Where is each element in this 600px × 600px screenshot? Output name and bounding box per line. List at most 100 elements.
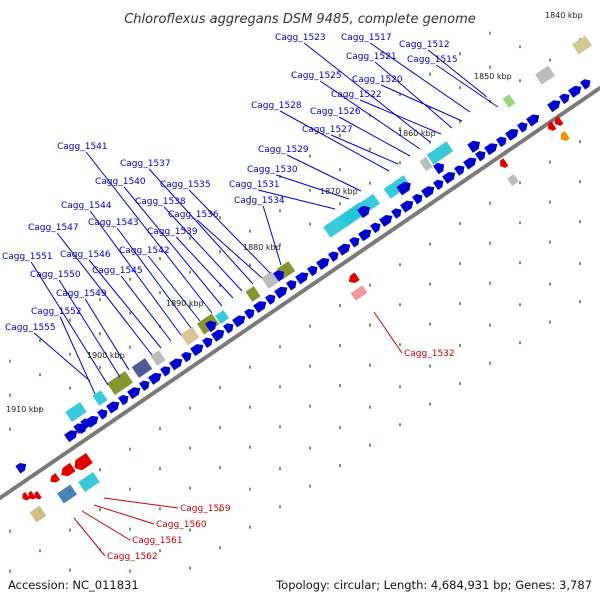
gene-arrow-shape: [547, 100, 561, 113]
forward-gene-arrow: [97, 409, 108, 420]
forward-gene-arrow: [396, 181, 411, 196]
gene-label: Cagg_1549: [56, 289, 107, 299]
gene-label: Cagg_1515: [407, 55, 458, 65]
gene-arrow-shape: [97, 409, 108, 420]
gene-arrow-shape: [484, 143, 498, 156]
gene-arrow-shape: [61, 462, 76, 477]
forward-gene-arrow: [337, 243, 351, 256]
gene-leader-line: [286, 154, 362, 192]
accession-text: Accession: NC_011831: [8, 578, 139, 592]
forward-gene-arrow: [412, 194, 423, 205]
forward-gene-arrow: [148, 372, 162, 385]
gene-leader-line: [56, 232, 153, 356]
forward-gene-arrow: [223, 323, 234, 334]
gene-label: Cagg_1517: [341, 33, 392, 43]
forward-gene-arrow: [118, 394, 129, 406]
gene-arrow-shape: [357, 205, 370, 219]
gene-arrow-shape: [337, 243, 351, 256]
forward-gene-arrow: [244, 308, 255, 320]
feature-block: [215, 310, 229, 324]
gene-leader-line: [196, 219, 263, 279]
gene-arrow-shape: [496, 136, 507, 148]
gene-arrow-shape: [433, 179, 444, 191]
forward-gene-arrow: [475, 150, 486, 162]
forward-gene-arrow: [505, 128, 519, 141]
gene-label: Cagg_1534: [234, 196, 285, 206]
reverse-gene-arrow: [548, 121, 557, 131]
reverse-gene-arrow: [560, 131, 570, 141]
forward-gene-arrow: [169, 358, 183, 371]
gene-arrow-shape: [433, 162, 445, 175]
gene-arrow-shape: [467, 140, 480, 153]
gene-arrow-shape: [391, 208, 402, 219]
gene-leader-line: [262, 205, 282, 266]
feature-block-shape: [106, 371, 134, 395]
feature-block-shape: [92, 390, 108, 406]
forward-gene-arrow: [421, 186, 435, 199]
forward-gene-arrow: [370, 222, 381, 234]
reverse-gene-arrow: [74, 452, 93, 471]
gene-label: Cagg_1527: [302, 125, 353, 135]
forward-gene-arrow: [202, 337, 213, 348]
map-title: Chloroflexus aggregans DSM 9485, complet…: [124, 12, 476, 27]
gene-leader-line: [427, 49, 488, 98]
label-leader-lines: [30, 42, 499, 557]
gene-leader-line: [58, 279, 121, 378]
gene-arrow-shape: [370, 222, 381, 234]
gene-arrow-shape: [295, 272, 309, 285]
gene-arrow-shape: [548, 121, 557, 131]
gene-leader-line: [374, 61, 453, 129]
gene-leader-line: [175, 236, 234, 299]
gene-label: Cagg_1559: [180, 504, 231, 514]
gene-leader-line: [380, 84, 463, 122]
gene-arrow-shape: [379, 214, 393, 227]
forward-gene-arrow: [349, 237, 360, 248]
forward-gene-arrow: [568, 85, 582, 98]
genome-summary-text: Topology: circular; Length: 4,684,931 bp…: [276, 578, 592, 592]
gene-leader-line: [319, 80, 421, 150]
gene-arrow-shape: [500, 158, 509, 168]
gene-leader-line: [89, 210, 182, 336]
forward-gene-arrow: [580, 79, 591, 90]
gene-label: Cagg_1525: [291, 71, 342, 81]
feature-block: [507, 174, 519, 186]
gene-arrow-shape: [148, 372, 162, 385]
feature-block: [106, 371, 134, 395]
gene-arrow-shape: [274, 286, 288, 299]
scale-labels: 1840 kbp 1850 kbp 1860 kbp 1870 kbp 1880 kbp…: [6, 11, 583, 414]
feature-block-shape: [350, 285, 368, 301]
forward-gene-arrow: [273, 270, 285, 282]
feature-block: [29, 505, 47, 523]
forward-gene-arrow: [517, 122, 528, 133]
gene-label: Cagg_1539: [147, 227, 198, 237]
gene-leader-line: [93, 504, 155, 525]
feature-block-shape: [57, 484, 77, 504]
gene-arrow-shape: [400, 200, 414, 213]
scale-label: 1910 kbp: [6, 405, 44, 414]
feature-block: [572, 35, 592, 55]
forward-gene-arrow: [265, 294, 276, 305]
scale-label: 1860 kbp: [398, 129, 436, 138]
gene-arrow-shape: [190, 344, 204, 357]
gene-arrow-shape: [463, 157, 477, 170]
gene-leader-line: [116, 227, 192, 329]
gene-arrow-shape: [74, 452, 93, 471]
feature-block: [419, 156, 433, 172]
feature-block-shape: [29, 505, 47, 523]
gene-arrow-shape: [475, 150, 486, 162]
forward-gene-arrow: [64, 430, 78, 443]
gene-leader-line: [33, 332, 91, 382]
feature-block-shape: [245, 286, 261, 302]
forward-gene-arrow: [307, 265, 318, 277]
forward-gene-arrow: [358, 229, 372, 242]
forward-gene-arrow: [328, 251, 339, 262]
gene-leader-line: [81, 510, 131, 541]
genome-backbone: [0, 86, 600, 500]
feature-block-shape: [65, 401, 87, 423]
reverse-gene-arrow: [28, 491, 36, 500]
gene-arrow-shape: [64, 430, 78, 443]
gene-label: Cagg_1543: [88, 218, 139, 228]
gene-leader-line: [435, 64, 499, 108]
gene-label: Cagg_1537: [120, 159, 171, 169]
scale-label: 1840 kbp: [545, 11, 583, 20]
